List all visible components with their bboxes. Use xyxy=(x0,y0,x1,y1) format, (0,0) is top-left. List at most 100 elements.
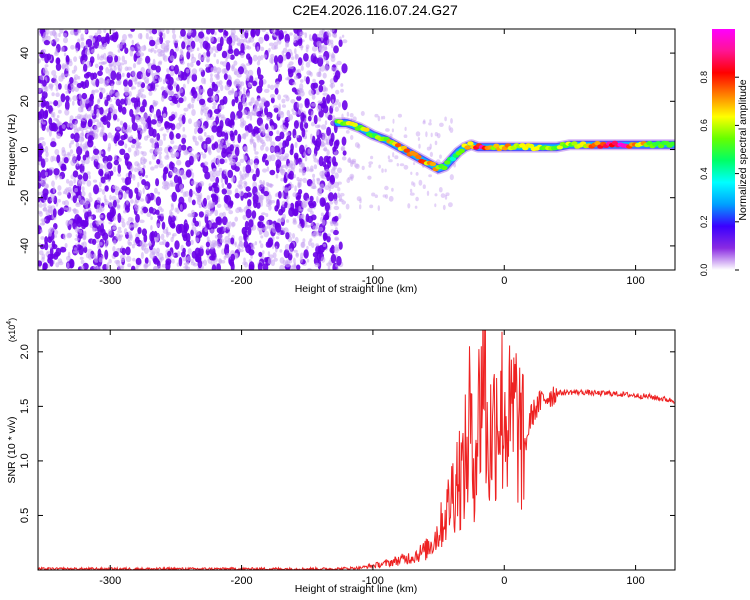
noise-speckle xyxy=(327,38,332,46)
noise-speckle xyxy=(141,179,147,186)
noise-speckle xyxy=(118,68,122,74)
noise-speckle xyxy=(267,257,273,265)
snr-y-scale-base: (x10 xyxy=(7,325,17,343)
noise-speckle xyxy=(301,204,307,209)
noise-speckle xyxy=(72,100,75,106)
noise-speckle xyxy=(205,248,211,256)
noise-speckle xyxy=(186,266,190,270)
noise-speckle xyxy=(59,175,62,180)
noise-speckle xyxy=(262,263,269,270)
noise-speckle xyxy=(54,80,59,86)
noise-speckle xyxy=(178,196,185,205)
noise-speckle xyxy=(254,77,258,82)
noise-speckle xyxy=(200,151,204,156)
noise-speckle xyxy=(131,70,136,77)
noise-speckle xyxy=(202,165,209,174)
noise-speckle xyxy=(162,133,167,137)
noise-speckle xyxy=(154,187,158,194)
noise-speckle xyxy=(228,210,234,215)
ridge-halo-speckle xyxy=(339,192,345,197)
noise-speckle xyxy=(121,39,126,44)
noise-speckle xyxy=(338,101,341,108)
noise-speckle xyxy=(145,55,151,64)
noise-speckle xyxy=(205,36,209,42)
ridge-core-blob xyxy=(467,141,474,146)
ridge-halo-speckle xyxy=(394,155,399,160)
noise-speckle xyxy=(186,50,191,60)
noise-speckle xyxy=(199,117,203,122)
noise-speckle xyxy=(41,253,46,260)
y-tick-label: -20 xyxy=(19,190,31,206)
noise-speckle xyxy=(136,41,140,49)
noise-speckle xyxy=(50,111,54,115)
noise-speckle xyxy=(238,241,244,248)
noise-speckle xyxy=(81,186,85,192)
noise-speckle xyxy=(145,29,149,32)
noise-speckle xyxy=(158,163,164,169)
noise-speckle xyxy=(51,70,57,76)
noise-speckle xyxy=(243,132,247,140)
noise-speckle xyxy=(153,230,158,238)
noise-speckle xyxy=(135,236,140,244)
noise-speckle xyxy=(64,109,70,116)
noise-speckle xyxy=(314,262,320,268)
noise-speckle xyxy=(113,65,117,72)
noise-speckle xyxy=(190,209,195,216)
noise-speckle xyxy=(221,183,225,188)
noise-speckle xyxy=(194,141,199,146)
noise-speckle xyxy=(93,132,99,140)
noise-speckle xyxy=(111,195,117,201)
noise-speckle xyxy=(44,157,49,163)
noise-speckle xyxy=(148,241,152,247)
y-tick-label: 0.5 xyxy=(19,508,31,523)
noise-speckle xyxy=(66,153,72,157)
noise-speckle xyxy=(190,239,194,245)
noise-speckle xyxy=(148,259,151,266)
noise-speckle xyxy=(97,98,101,103)
noise-speckle xyxy=(170,114,176,120)
noise-speckle xyxy=(119,148,126,155)
noise-speckle xyxy=(247,226,252,236)
noise-speckle xyxy=(110,112,115,116)
noise-speckle xyxy=(202,108,208,114)
noise-speckle xyxy=(84,44,89,49)
noise-speckle xyxy=(233,35,239,42)
noise-speckle xyxy=(243,257,246,262)
noise-speckle xyxy=(161,221,166,230)
noise-speckle xyxy=(44,171,48,177)
noise-speckle xyxy=(44,146,49,153)
noise-speckle xyxy=(170,123,176,131)
noise-speckle xyxy=(73,76,77,83)
noise-speckle xyxy=(185,68,190,74)
noise-speckle xyxy=(81,190,86,197)
noise-speckle xyxy=(53,251,60,257)
noise-speckle xyxy=(121,247,126,256)
snr-y-ticks: 0.5 1.0 1.5 2.0 xyxy=(19,344,675,523)
noise-speckle xyxy=(42,264,47,270)
noise-speckle xyxy=(99,181,102,188)
noise-speckle xyxy=(123,152,130,161)
noise-speckle xyxy=(200,108,204,116)
noise-speckle xyxy=(215,216,221,224)
noise-speckle xyxy=(120,62,125,66)
noise-speckle xyxy=(280,178,284,182)
noise-speckle xyxy=(332,156,337,166)
noise-speckle xyxy=(289,248,293,255)
noise-speckle xyxy=(151,143,156,148)
noise-speckle xyxy=(334,244,339,252)
noise-speckle xyxy=(150,166,155,171)
spectrogram-noise xyxy=(38,29,456,270)
noise-speckle xyxy=(148,161,152,165)
noise-speckle xyxy=(324,185,330,191)
noise-speckle xyxy=(117,226,122,231)
noise-speckle xyxy=(116,126,121,131)
noise-speckle xyxy=(64,73,70,77)
noise-speckle xyxy=(212,168,217,174)
noise-speckle xyxy=(176,159,182,166)
noise-speckle xyxy=(275,174,279,179)
noise-speckle xyxy=(131,144,136,149)
noise-speckle xyxy=(169,170,174,176)
noise-speckle xyxy=(263,100,270,108)
noise-speckle xyxy=(59,207,65,215)
noise-speckle xyxy=(314,124,320,129)
